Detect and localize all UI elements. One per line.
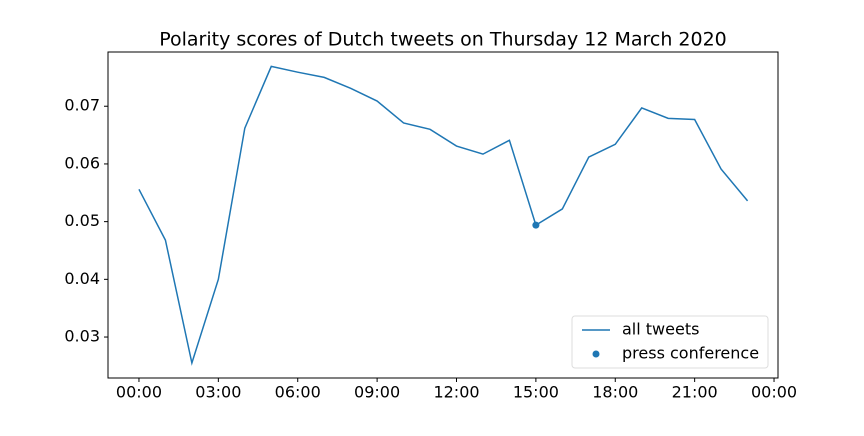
x-tick-label: 12:00 bbox=[433, 383, 479, 402]
x-tick-label: 03:00 bbox=[195, 383, 241, 402]
y-tick-label: 0.05 bbox=[64, 211, 100, 230]
scatter-point bbox=[532, 221, 540, 229]
y-tick-label: 0.06 bbox=[64, 153, 100, 172]
y-tick-label: 0.07 bbox=[64, 96, 100, 115]
plot-frame bbox=[107, 51, 779, 379]
x-tick-label: 00:00 bbox=[751, 383, 797, 402]
x-tick-label: 15:00 bbox=[513, 383, 559, 402]
y-tick-label: 0.04 bbox=[64, 269, 100, 288]
legend-label: all tweets bbox=[622, 320, 699, 339]
x-tick-label: 18:00 bbox=[592, 383, 638, 402]
x-tick-label: 09:00 bbox=[354, 383, 400, 402]
y-tick-label: 0.03 bbox=[64, 327, 100, 346]
series-line bbox=[138, 65, 749, 366]
x-tick-label: 06:00 bbox=[275, 383, 321, 402]
x-tick-label: 00:00 bbox=[116, 383, 162, 402]
chart-title: Polarity scores of Dutch tweets on Thurs… bbox=[159, 29, 727, 51]
legend-box bbox=[571, 315, 769, 369]
legend-swatch bbox=[592, 350, 600, 358]
legend-label: press conference bbox=[622, 344, 759, 363]
x-tick-label: 21:00 bbox=[672, 383, 718, 402]
